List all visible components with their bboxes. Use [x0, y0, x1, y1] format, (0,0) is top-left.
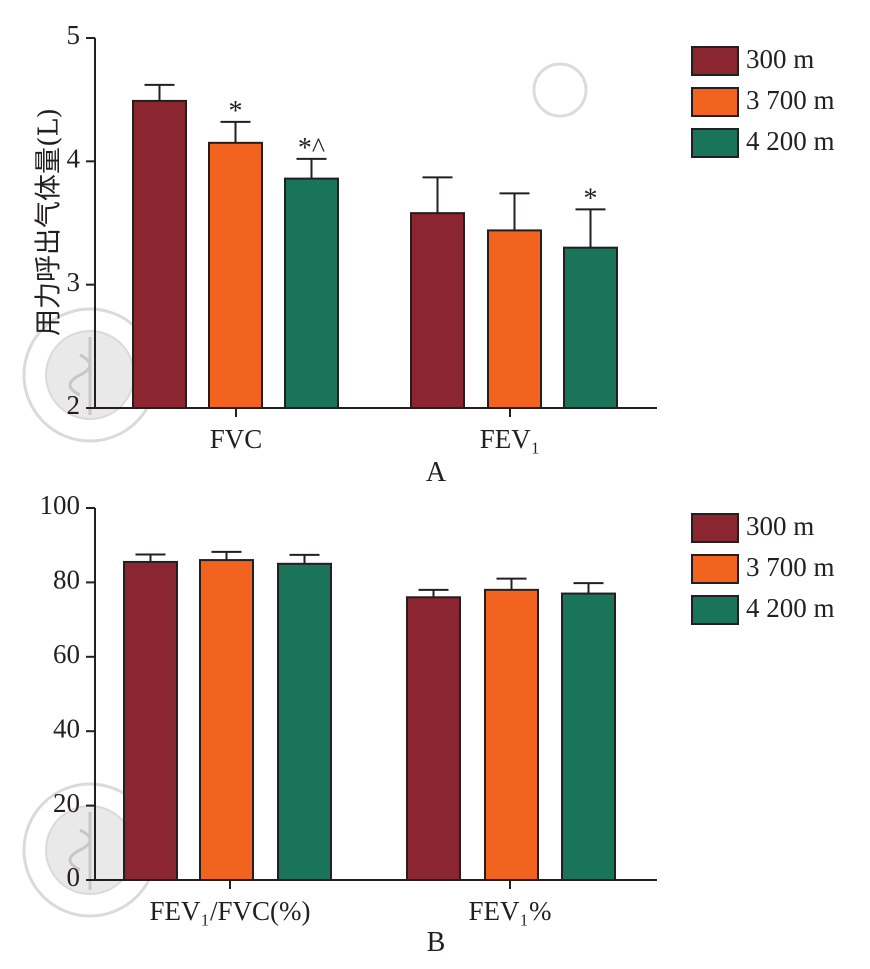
bars-a: * *^ *: [132, 83, 618, 410]
y-tick-label: 5: [67, 20, 81, 50]
bar-4200m-1: [563, 246, 618, 409]
y-tick-label: 80: [53, 565, 80, 595]
category-labels-b: FEV₁/FVC(%) FEV₁%: [150, 880, 552, 926]
bar-3700m-0: [199, 559, 254, 882]
bar-4200m-0: [277, 562, 332, 881]
y-tick-label: 3: [67, 267, 81, 297]
y-tick-label: 4: [67, 144, 81, 174]
legend-swatch: [691, 513, 739, 543]
seal-staff-icon: [68, 812, 92, 890]
category-label: FEV₁%: [469, 896, 552, 926]
legend-swatch: [691, 128, 739, 158]
bar-3700m-0: [208, 141, 263, 409]
y-tick-label: 0: [67, 862, 81, 892]
category-labels-a: FVC FEV₁: [210, 408, 540, 454]
category-label: FEV₁/FVC(%): [150, 896, 311, 926]
category-label: FEV₁: [480, 424, 540, 454]
seal-staff-icon: [68, 337, 92, 415]
legend-swatch: [691, 46, 739, 76]
bars-b: [123, 550, 616, 882]
y-tick-label: 60: [53, 639, 80, 669]
significance-marker: *^: [298, 133, 325, 164]
legend-label: 3 700 m: [746, 552, 835, 582]
watermark: [22, 62, 588, 918]
bar-300m-0: [132, 99, 187, 410]
legend-label: 3 700 m: [746, 85, 835, 115]
legend-label: 4 200 m: [746, 593, 835, 623]
bar-4200m-1: [561, 592, 616, 881]
legend-swatch: [691, 595, 739, 625]
legend-swatch: [691, 87, 739, 117]
bar-3700m-1: [487, 229, 542, 409]
y-tick-label: 40: [53, 713, 80, 743]
y-axis-label-a: 用力呼出气体量(L): [34, 108, 65, 336]
legend-label: 300 m: [746, 44, 814, 74]
legend-swatch: [691, 554, 739, 584]
bar-300m-1: [410, 212, 465, 409]
legend-b: 300 m 3 700 m 4 200 m: [691, 511, 835, 625]
bar-300m-0: [123, 560, 178, 881]
y-ticks-a: 2 3 4 5: [67, 20, 95, 420]
y-ticks-b: 0 20 40 60 80 100: [40, 490, 95, 892]
bar-4200m-0: [284, 177, 339, 409]
chart-panel-b: 0 20 40 60 80 100 FEV₁/FVC(%) FEV₁% B 300 m 3 7…: [40, 490, 835, 958]
y-tick-label: 100: [40, 490, 81, 520]
significance-marker: *: [229, 96, 243, 127]
chart-panel-a: 2 3 4 5 * *^ * FVC FEV₁ 用力呼出气体量(L) A 300 m 3 70…: [34, 20, 835, 488]
category-label: FVC: [210, 424, 263, 454]
legend-label: 300 m: [746, 511, 814, 541]
panel-label-b: B: [427, 927, 446, 958]
y-tick-label: 20: [53, 788, 80, 818]
watermark-small-seal: [532, 62, 588, 118]
significance-marker: *: [584, 183, 598, 214]
y-tick-label: 2: [67, 390, 81, 420]
legend-label: 4 200 m: [746, 126, 835, 156]
legend-a: 300 m 3 700 m 4 200 m: [691, 44, 835, 158]
bar-300m-1: [406, 596, 461, 882]
watermark-seal: [22, 307, 158, 443]
panel-label-a: A: [426, 457, 447, 488]
bar-3700m-1: [484, 588, 539, 882]
